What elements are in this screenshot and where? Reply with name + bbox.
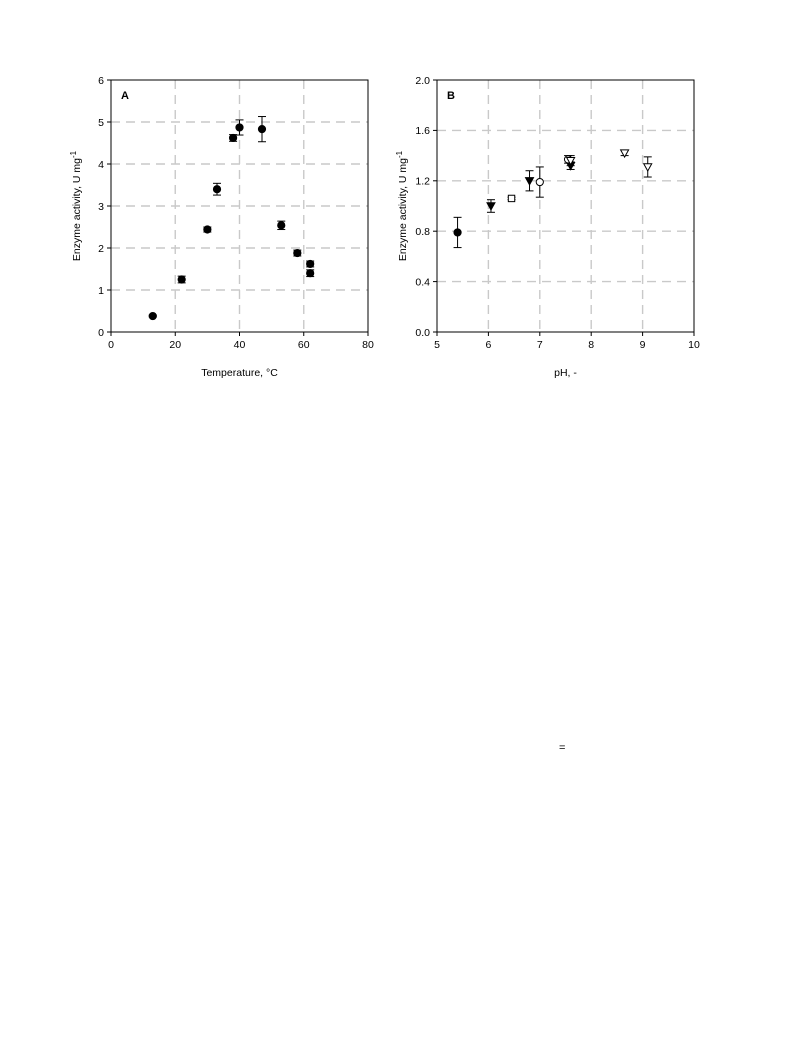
x-tick-label: 40 xyxy=(234,339,246,351)
x-tick-label: 10 xyxy=(688,339,700,351)
y-tick-label: 5 xyxy=(98,117,104,129)
y-tick-label: 2 xyxy=(98,243,104,255)
chart-temperature: 0 20 40 60 80 0 1 2 3 4 5 6 Temperature, °C Enzyme ac… xyxy=(69,75,374,379)
x-tick-label: 5 xyxy=(434,339,440,351)
y-axis-title: Enzyme activity, U mg-1 xyxy=(69,150,83,261)
x-tick-label: 20 xyxy=(169,339,181,351)
y-axis-title: Enzyme activity, U mg-1 xyxy=(395,150,409,261)
y-axis-title-superscript: -1 xyxy=(69,150,78,158)
data-point xyxy=(524,177,535,186)
y-tick-label: 0.0 xyxy=(415,327,430,339)
y-tick-label: 0.8 xyxy=(415,226,430,238)
data-point xyxy=(306,259,315,269)
x-axis-title: Temperature, °C xyxy=(201,367,278,379)
x-tick-label: 6 xyxy=(485,339,491,351)
data-point xyxy=(257,125,267,134)
x-tick-label: 80 xyxy=(362,339,374,351)
plot-frame xyxy=(436,79,695,333)
x-tick-label: 60 xyxy=(298,339,310,351)
panel-label: A xyxy=(121,90,129,102)
data-point xyxy=(277,221,286,230)
data-point xyxy=(453,228,462,237)
data-point xyxy=(203,225,212,234)
y-tick-label: 4 xyxy=(98,159,104,171)
y-tick-label: 0.4 xyxy=(415,276,430,288)
data-point xyxy=(619,149,630,159)
panel-label: B xyxy=(447,90,455,102)
chart-ph: 5 6 7 8 9 10 0.0 0.4 0.8 1.2 1.6 2.0 pH, - Enzyme act… xyxy=(395,75,700,379)
data-point xyxy=(148,311,157,321)
x-tick-label: 0 xyxy=(108,339,114,351)
data-point xyxy=(293,248,302,258)
data-point xyxy=(212,185,222,194)
x-tick-label: 7 xyxy=(537,339,543,351)
y-tick-label: 6 xyxy=(98,75,104,87)
x-axis-title: pH, - xyxy=(554,367,577,379)
y-axis-title-superscript: -1 xyxy=(395,150,404,158)
y-tick-label: 2.0 xyxy=(415,75,430,87)
data-point xyxy=(535,177,544,187)
data-point xyxy=(306,269,315,278)
y-tick-label: 3 xyxy=(98,201,104,213)
data-point xyxy=(642,163,653,172)
y-tick-label: 1 xyxy=(98,285,104,297)
x-tick-label: 8 xyxy=(588,339,594,351)
stray-mark: = xyxy=(559,742,566,754)
y-tick-label: 1.6 xyxy=(415,125,430,137)
y-tick-label: 1.2 xyxy=(415,176,430,188)
data-point xyxy=(565,156,576,166)
y-tick-label: 0 xyxy=(98,327,104,339)
x-tick-label: 9 xyxy=(640,339,646,351)
data-point xyxy=(486,202,496,212)
data-point xyxy=(177,275,186,284)
data-point xyxy=(507,194,516,203)
data-point xyxy=(228,133,238,143)
data-point xyxy=(235,123,244,132)
